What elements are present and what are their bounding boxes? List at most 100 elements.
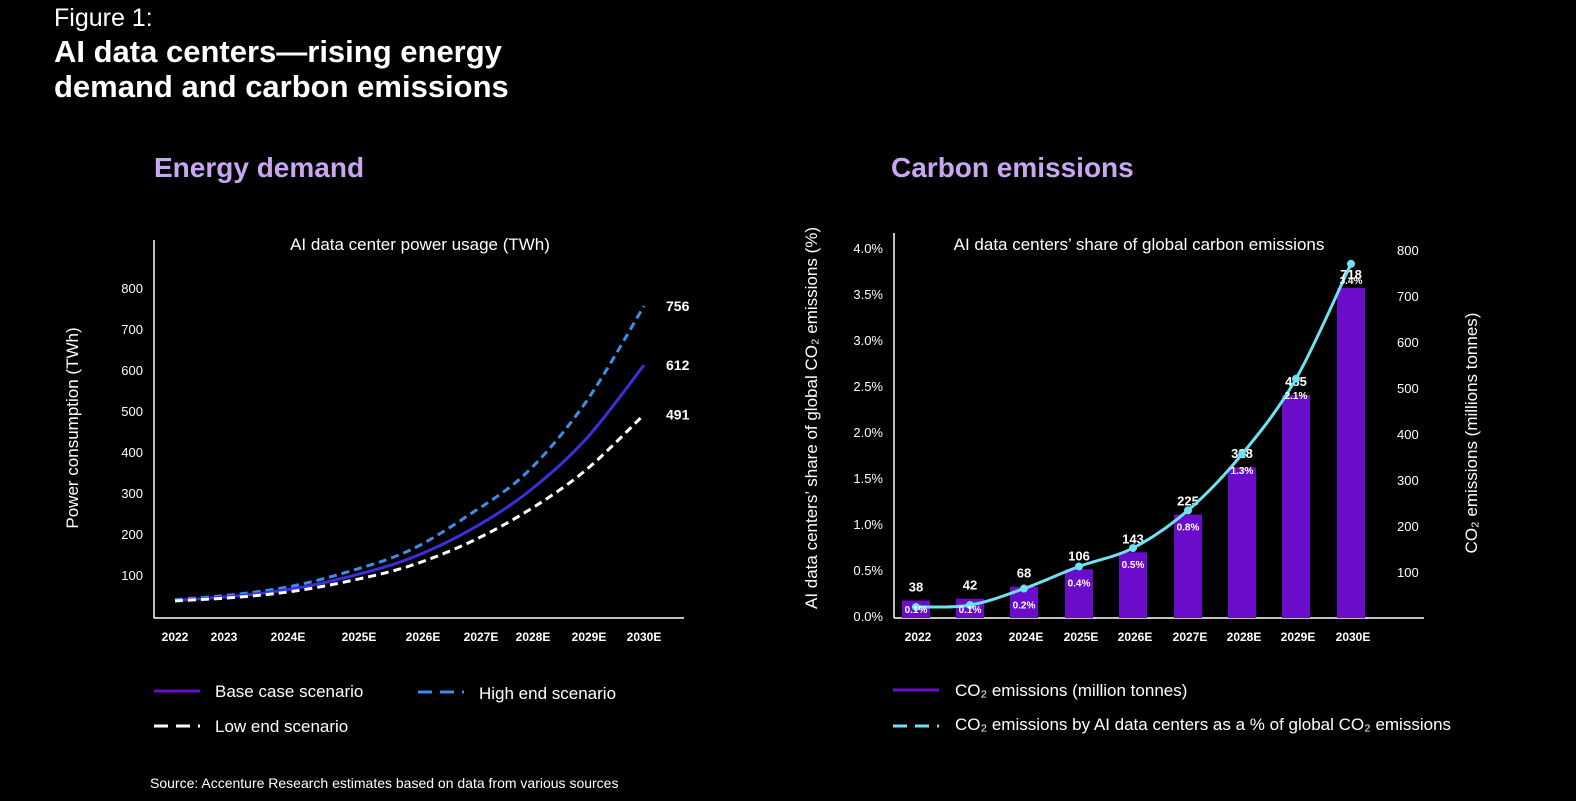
carbon-pct-label: 0.8% — [1177, 522, 1200, 533]
carbon-x-tick-label: 2024E — [1009, 630, 1044, 644]
carbon-right-y-tick-label: 500 — [1397, 381, 1419, 396]
carbon-right-y-tick-label: 700 — [1397, 289, 1419, 304]
energy-x-tick-label: 2030E — [627, 630, 662, 644]
carbon-bar — [1282, 395, 1310, 618]
energy-panel-title: Energy demand — [154, 152, 365, 183]
carbon-pct-line: 0.1% 0.1% 0.2% 0.4% 0.5% 0.8% 1.3% 2.1% 3.4% — [905, 259, 1363, 616]
carbon-pct-label: 0.5% — [1122, 560, 1145, 571]
carbon-left-y-tick-label: 1.0% — [853, 517, 883, 532]
carbon-right-y-tick-label: 800 — [1397, 243, 1419, 258]
carbon-right-y-tick-label: 300 — [1397, 473, 1419, 488]
carbon-pct-point — [1292, 374, 1300, 383]
carbon-left-y-tick-label: 3.0% — [853, 333, 883, 348]
energy-y-ticks: 100 200 300 400 500 600 700 800 — [121, 281, 143, 583]
carbon-x-tick-label: 2022 — [905, 630, 932, 644]
carbon-bar — [1065, 569, 1093, 618]
carbon-x-ticks: 2022 2023 2024E 2025E 2026E 2027E 2028E 2029E 20… — [905, 630, 1371, 644]
carbon-bar-value-label: 38 — [909, 580, 923, 595]
carbon-pct-point — [1129, 544, 1137, 553]
energy-end-label: 756 — [666, 298, 690, 314]
carbon-x-tick-label: 2023 — [956, 630, 983, 644]
energy-x-tick-label: 2024E — [271, 630, 306, 644]
carbon-pct-label: 1.3% — [1231, 466, 1254, 477]
carbon-pct-label: 0.2% — [1013, 601, 1036, 612]
energy-y-tick-label: 300 — [121, 486, 143, 501]
carbon-left-axis-title: AI data centers’ share of global CO₂ emi… — [802, 227, 821, 609]
energy-x-tick-label: 2023 — [211, 630, 238, 644]
carbon-left-y-tick-label: 2.0% — [853, 425, 883, 440]
energy-series-line — [174, 413, 646, 603]
figure-label: Figure 1: — [54, 4, 153, 32]
legend-label-pct: CO₂ emissions by AI data centers as a % … — [955, 715, 1451, 734]
carbon-right-axis-title: CO₂ emissions (millions tonnes) — [1462, 313, 1481, 554]
carbon-left-y-tick-label: 4.0% — [853, 241, 883, 256]
energy-y-axis-title: Power consumption (TWh) — [63, 327, 82, 528]
carbon-pct-point — [1020, 584, 1028, 593]
carbon-bars: 384268106143225328485718 — [902, 267, 1365, 618]
carbon-plot-title: AI data centers’ share of global carbon … — [954, 235, 1325, 254]
carbon-left-y-tick-label: 2.5% — [853, 379, 883, 394]
energy-series-line — [174, 305, 646, 602]
energy-x-tick-label: 2026E — [406, 630, 441, 644]
carbon-x-tick-label: 2026E — [1118, 630, 1153, 644]
energy-x-tick-label: 2029E — [572, 630, 607, 644]
energy-y-tick-label: 700 — [121, 322, 143, 337]
carbon-pct-point — [1184, 506, 1192, 515]
carbon-bar-value-label: 225 — [1177, 494, 1199, 509]
carbon-pct-label: 0.1% — [905, 605, 928, 616]
energy-x-tick-label: 2028E — [516, 630, 551, 644]
carbon-pct-label: 0.1% — [959, 605, 982, 616]
energy-x-tick-label: 2025E — [342, 630, 377, 644]
energy-legend: Base case scenario High end scenario Low… — [154, 682, 616, 736]
carbon-emissions-chart: AI data centers’ share of global carbon … — [802, 227, 1481, 644]
carbon-bar-value-label: 68 — [1017, 566, 1031, 581]
carbon-x-tick-label: 2030E — [1336, 630, 1371, 644]
carbon-pct-point — [1075, 562, 1083, 571]
carbon-x-tick-label: 2027E — [1173, 630, 1208, 644]
carbon-panel-title: Carbon emissions — [891, 152, 1134, 183]
carbon-pct-point — [1238, 450, 1246, 459]
legend-label-high: High end scenario — [479, 684, 616, 703]
carbon-bar-value-label: 143 — [1122, 531, 1144, 546]
carbon-left-y-tick-label: 0.5% — [853, 563, 883, 578]
carbon-x-tick-label: 2025E — [1064, 630, 1099, 644]
energy-series-line — [174, 364, 646, 602]
carbon-pct-label: 0.4% — [1068, 578, 1091, 589]
carbon-bar — [1337, 287, 1365, 618]
energy-lines — [174, 305, 646, 603]
carbon-bar-value-label: 42 — [963, 578, 977, 593]
energy-y-tick-label: 800 — [121, 281, 143, 296]
energy-demand-chart: AI data center power usage (TWh) Power c… — [63, 235, 690, 644]
energy-end-label: 612 — [666, 357, 690, 373]
carbon-left-y-tick-label: 3.5% — [853, 287, 883, 302]
carbon-left-y-ticks: 0.0% 0.5% 1.0% 1.5% 2.0% 2.5% 3.0% 3.5% 4.0% — [853, 241, 883, 624]
legend-label-base: Base case scenario — [215, 682, 363, 701]
carbon-right-y-tick-label: 200 — [1397, 519, 1419, 534]
legend-label-co2: CO₂ emissions (million tonnes) — [955, 681, 1187, 700]
energy-y-tick-label: 400 — [121, 445, 143, 460]
energy-y-tick-label: 200 — [121, 527, 143, 542]
carbon-left-y-tick-label: 1.5% — [853, 471, 883, 486]
carbon-right-y-tick-label: 600 — [1397, 335, 1419, 350]
carbon-pct-label: 3.4% — [1340, 276, 1363, 287]
carbon-pct-point — [912, 602, 920, 611]
energy-end-label: 491 — [666, 407, 690, 423]
carbon-right-y-tick-label: 100 — [1397, 565, 1419, 580]
energy-y-tick-label: 600 — [121, 363, 143, 378]
carbon-x-tick-label: 2028E — [1227, 630, 1262, 644]
carbon-right-y-tick-label: 400 — [1397, 427, 1419, 442]
carbon-x-tick-label: 2029E — [1281, 630, 1316, 644]
carbon-pct-label: 2.1% — [1285, 391, 1308, 402]
legend-label-low: Low end scenario — [215, 717, 348, 736]
energy-x-ticks: 2022 2023 2024E 2025E 2026E 2027E 2028E 2029E 20… — [162, 630, 662, 644]
carbon-right-y-ticks: 100 200 300 400 500 600 700 800 — [1397, 243, 1419, 580]
carbon-left-y-tick-label: 0.0% — [853, 609, 883, 624]
carbon-legend: CO₂ emissions (million tonnes) CO₂ emiss… — [893, 681, 1451, 734]
energy-y-tick-label: 500 — [121, 404, 143, 419]
energy-x-tick-label: 2027E — [464, 630, 499, 644]
source-note: Source: Accenture Research estimates bas… — [150, 775, 619, 791]
carbon-bar — [1174, 514, 1202, 618]
carbon-pct-point — [966, 601, 974, 610]
carbon-bar — [1228, 467, 1256, 618]
